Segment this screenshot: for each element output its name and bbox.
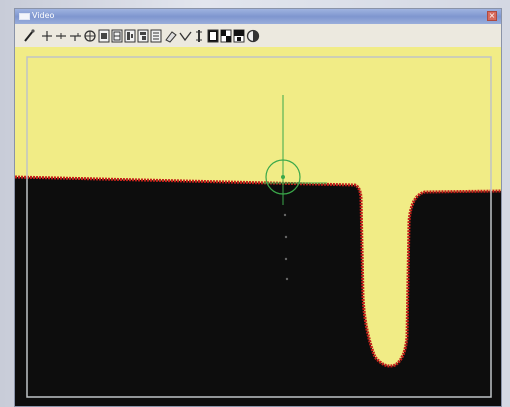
eraser-tool-icon[interactable] xyxy=(165,31,177,43)
video-window: Video × xyxy=(14,8,502,407)
vertical-marker-tool-icon[interactable] xyxy=(196,30,202,42)
crosshair-tool-icon[interactable] xyxy=(42,31,52,41)
check-tool-icon[interactable] xyxy=(179,31,192,42)
window-icon xyxy=(19,13,30,20)
close-button[interactable]: × xyxy=(487,11,497,21)
line-tool-icon[interactable] xyxy=(56,33,66,39)
box-tool-5-icon[interactable] xyxy=(150,29,162,43)
camera-image xyxy=(15,47,501,406)
box-tool-1-icon[interactable] xyxy=(98,29,110,43)
lamp-tool-icon[interactable] xyxy=(246,29,260,43)
dark-part xyxy=(15,177,501,406)
circle-target-tool-icon[interactable] xyxy=(84,30,96,42)
box-tool-3-icon[interactable] xyxy=(124,29,136,43)
window-title: Video xyxy=(32,11,55,20)
crosshair-marker[interactable] xyxy=(263,95,327,205)
probe-tool-icon[interactable] xyxy=(24,29,35,42)
detected-edge-line xyxy=(15,175,501,368)
toolbar-icons xyxy=(24,29,260,43)
light-tool-2-icon[interactable] xyxy=(220,29,232,43)
light-tool-1-icon[interactable] xyxy=(207,29,219,43)
box-tool-4-icon[interactable] xyxy=(137,29,149,43)
box-tool-2-icon[interactable] xyxy=(111,29,123,43)
measurement-toolbar xyxy=(23,27,403,45)
edge-tool-icon[interactable] xyxy=(70,33,81,41)
light-tool-3-icon[interactable] xyxy=(233,29,245,43)
video-viewport[interactable] xyxy=(15,47,501,406)
title-bar[interactable]: Video × xyxy=(15,9,501,24)
sample-points xyxy=(283,213,289,281)
measurement-frame xyxy=(26,56,492,398)
